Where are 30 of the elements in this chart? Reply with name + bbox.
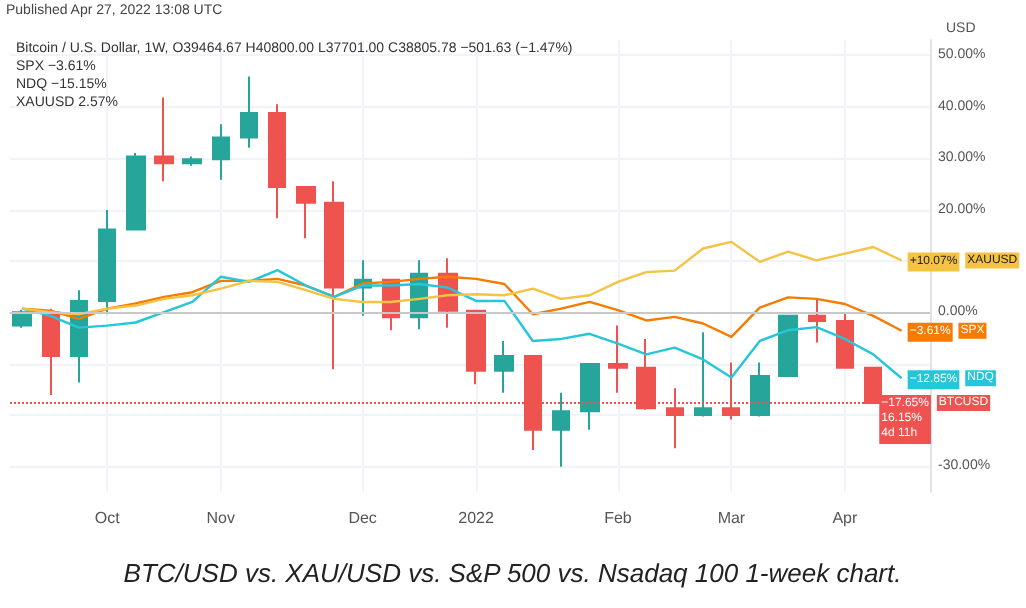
candlestick [608,324,628,394]
candlestick [212,123,230,181]
x-tick-label: Mar [717,509,746,527]
candlestick [466,309,486,386]
x-tick-label: Apr [832,509,859,527]
candlestick [268,103,286,220]
x-tick-label: Nov [206,509,235,527]
candlestick [836,311,854,369]
x-tick-label: Oct [94,509,122,527]
candlestick [182,155,202,167]
candlestick [750,361,770,418]
candlestick [324,180,344,371]
candlestick [12,308,32,329]
candlestick [240,75,258,149]
x-tick-label: Dec [348,509,377,527]
candlestick [580,363,600,431]
candlestick [98,209,116,316]
candlestick [126,152,146,231]
text: BTC/USD vs. XAU/USD vs. S&P 500 vs. Nsadaq 100 1-week chart. [123,558,902,588]
candlestick [154,96,174,183]
candlestick [778,314,798,377]
line-series [20,240,903,316]
candlestick [552,391,570,468]
line-series [20,268,903,380]
candlestick [694,331,712,418]
x-tick-label: Feb [604,509,633,527]
candlestick [296,185,316,240]
candlestick [494,339,514,394]
candlestick [808,297,826,344]
x-tick-label: 2022 [458,509,495,527]
